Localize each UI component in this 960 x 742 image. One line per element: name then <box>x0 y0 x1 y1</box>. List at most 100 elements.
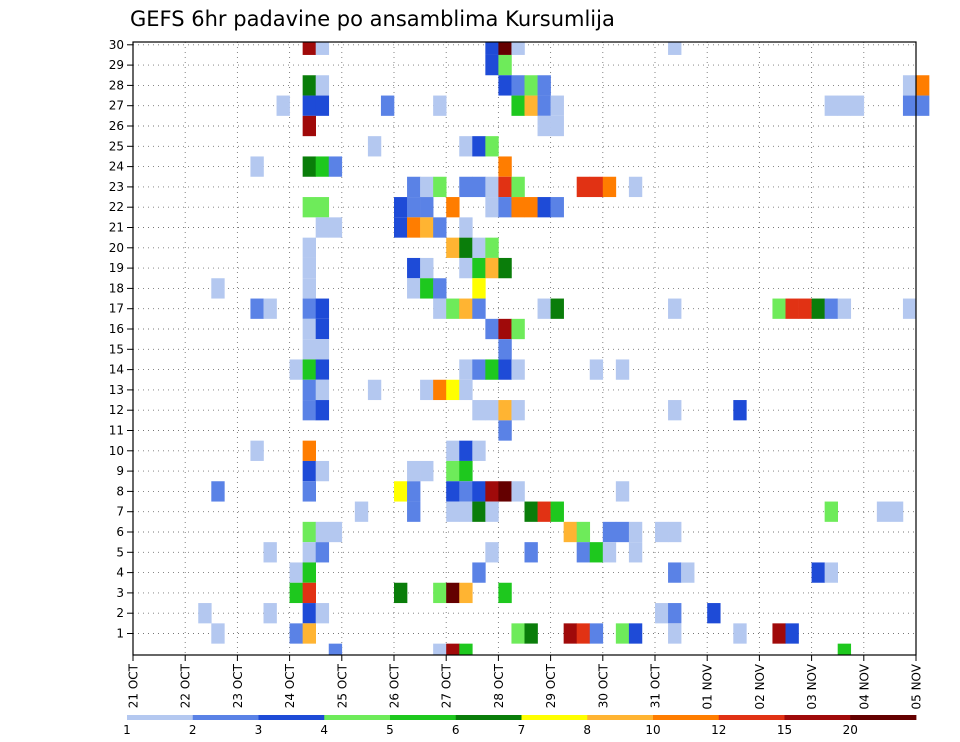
precip-cell <box>589 542 604 563</box>
precip-cell <box>263 298 277 319</box>
precip-cell <box>472 562 486 583</box>
precip-cell <box>302 379 316 401</box>
precip-cell <box>250 440 264 461</box>
x-tick-label: 30 OCT <box>596 663 610 708</box>
precip-cell <box>211 481 225 502</box>
precip-cell <box>289 562 303 583</box>
precip-cell <box>302 400 316 421</box>
precip-cell <box>354 501 369 522</box>
precip-cell <box>446 440 460 461</box>
precip-cell <box>485 136 499 157</box>
y-tick-label: 13 <box>109 383 124 397</box>
x-tick-label: 04 NOV <box>857 663 871 709</box>
precip-cell <box>498 318 512 340</box>
legend-swatch <box>653 715 720 720</box>
precip-cell <box>315 603 330 624</box>
precip-cell <box>472 359 486 380</box>
precip-cell <box>472 278 486 299</box>
x-tick-label: 27 OCT <box>440 663 454 708</box>
precip-cell <box>380 95 395 116</box>
precip-cell <box>824 95 838 116</box>
precip-cell <box>511 197 525 218</box>
precip-cell <box>563 521 577 543</box>
precip-cell <box>524 197 538 218</box>
precip-cell <box>289 582 303 604</box>
precip-cell <box>446 298 460 319</box>
precip-cell <box>811 562 825 583</box>
precip-cell <box>472 257 486 279</box>
precip-cell <box>394 481 408 502</box>
precip-cell <box>433 298 447 319</box>
legend-label: 15 <box>777 723 792 737</box>
y-tick-label: 22 <box>109 200 124 214</box>
precip-cell <box>524 623 538 644</box>
precip-cell <box>367 136 382 157</box>
precip-cell <box>524 542 538 563</box>
precip-cell <box>459 460 473 482</box>
precip-cell <box>537 197 551 218</box>
precip-cell <box>407 481 421 502</box>
precip-cell <box>576 623 591 644</box>
precip-cell <box>276 95 290 116</box>
precip-cell <box>433 278 447 299</box>
legend-swatch <box>324 715 391 720</box>
precip-cell <box>302 278 316 299</box>
x-tick-label: 05 NOV <box>910 663 924 709</box>
precip-cell <box>472 136 486 157</box>
precip-cell <box>315 359 330 380</box>
precip-cell <box>472 298 486 319</box>
legend-swatch <box>784 715 851 720</box>
y-tick-label: 18 <box>109 281 124 295</box>
precip-cell <box>302 95 316 116</box>
x-tick-label: 28 OCT <box>492 663 506 708</box>
y-tick-label: 16 <box>109 322 124 336</box>
precip-cell <box>472 481 486 502</box>
precip-cell <box>485 318 499 340</box>
precip-cell <box>328 217 343 238</box>
precip-cell <box>315 75 330 96</box>
precip-cell <box>498 339 512 360</box>
precip-cell <box>433 217 447 238</box>
legend-swatch <box>258 715 325 720</box>
y-tick-label: 3 <box>116 586 124 600</box>
precip-cell <box>485 237 499 258</box>
precip-cell <box>485 54 499 76</box>
legend-swatch <box>455 715 522 720</box>
precip-cell <box>498 197 512 218</box>
precip-cell <box>485 176 499 198</box>
precip-cell <box>315 400 330 421</box>
x-tick-label: 31 OCT <box>649 663 663 708</box>
x-tick-label: 29 OCT <box>544 663 558 708</box>
precip-cell <box>668 42 682 55</box>
precip-cell <box>302 75 316 96</box>
precip-cell <box>498 481 512 502</box>
precip-cell <box>263 603 277 624</box>
precip-cell <box>420 379 434 401</box>
precip-cell <box>589 176 604 198</box>
precip-cell <box>902 298 917 319</box>
precip-cell <box>550 501 564 522</box>
precip-cell <box>785 623 799 644</box>
y-tick-label: 6 <box>116 525 124 539</box>
x-tick-label: 26 OCT <box>388 663 402 708</box>
precip-cell <box>498 582 512 604</box>
precip-cell <box>433 582 447 604</box>
precip-cell <box>446 481 460 502</box>
precip-cell <box>668 298 682 319</box>
precip-cell <box>485 359 499 380</box>
precip-cell <box>315 379 330 401</box>
precip-cell <box>472 176 486 198</box>
precip-cell <box>655 603 669 624</box>
precip-cell <box>733 400 747 421</box>
x-tick-label: 24 OCT <box>283 663 297 708</box>
precip-cell <box>420 460 434 482</box>
precip-cell <box>420 257 434 279</box>
precip-cell <box>459 237 473 258</box>
y-tick-label: 25 <box>109 139 124 153</box>
precip-cell <box>837 298 852 319</box>
precip-cell <box>459 217 473 238</box>
precip-cell <box>407 257 421 279</box>
precip-cell <box>485 481 499 502</box>
precip-cell <box>367 379 382 401</box>
precip-cell <box>485 42 499 55</box>
